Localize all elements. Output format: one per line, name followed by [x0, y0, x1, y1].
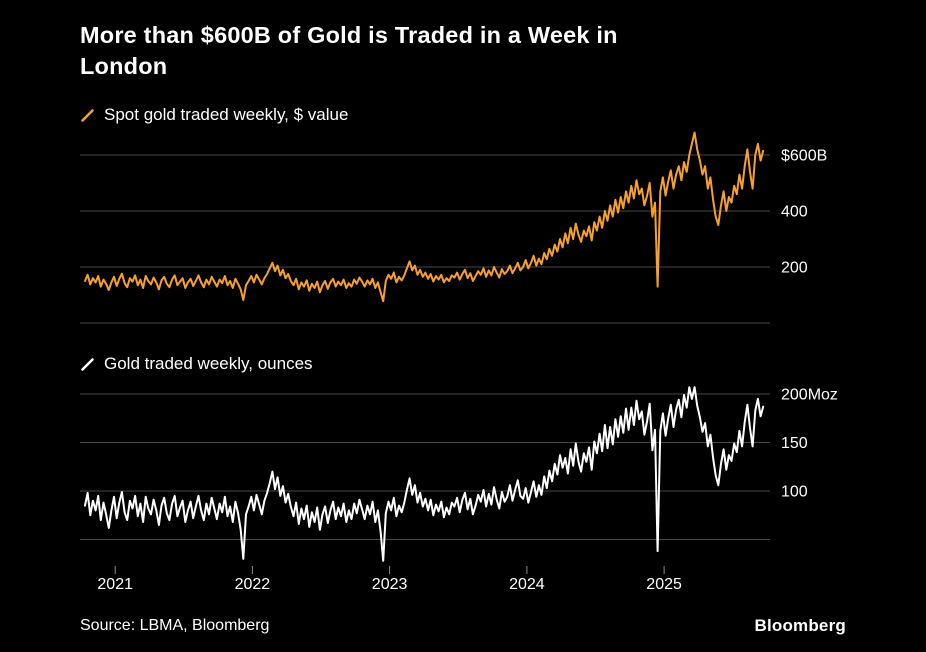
- white-slash-icon: [81, 357, 94, 371]
- x-axis-label: 2021: [97, 576, 133, 593]
- x-axis: 2021 2022 2023 2024 2025: [97, 566, 682, 593]
- y-axis-label: $600B: [781, 148, 827, 165]
- source-note: Source: LBMA, Bloomberg: [80, 617, 270, 634]
- x-axis-label: 2022: [235, 576, 271, 593]
- legend-spot-gold-value: Spot gold traded weekly, $ value: [80, 105, 348, 125]
- chart-title: More than $600B of Gold is Traded in a W…: [80, 20, 780, 82]
- y-axis-label: 150: [781, 435, 808, 452]
- chart-title-line1: More than $600B of Gold is Traded in a W…: [80, 22, 618, 48]
- gold-volume-ounces-line: [84, 386, 765, 562]
- orange-slash-icon: [81, 108, 94, 122]
- chart-title-line2: London: [80, 53, 168, 80]
- legend-gold-volume: Gold traded weekly, ounces: [80, 354, 313, 374]
- volume-panel: 200Moz 150 100: [80, 386, 838, 562]
- bloomberg-logo: Bloomberg: [754, 616, 846, 635]
- legend-label-ounces: Gold traded weekly, ounces: [104, 354, 313, 373]
- x-axis-label: 2025: [646, 576, 682, 593]
- y-axis-label: 100: [781, 484, 808, 501]
- value-panel: $600B 400 200: [80, 131, 827, 324]
- y-axis-label: 200Moz: [781, 387, 838, 404]
- legend-label-value: Spot gold traded weekly, $ value: [104, 105, 349, 124]
- spot-gold-value-line: [84, 131, 765, 303]
- y-axis-label: 400: [781, 204, 808, 221]
- x-axis-label: 2023: [372, 576, 408, 593]
- x-axis-label: 2024: [509, 576, 545, 593]
- y-axis-label: 200: [781, 260, 808, 277]
